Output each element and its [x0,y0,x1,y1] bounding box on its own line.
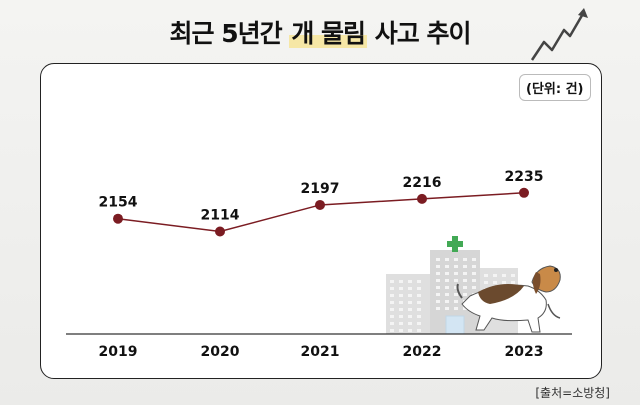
x-tick-label-2019: 2019 [99,344,138,360]
data-point-2022 [417,193,427,204]
data-label-2021: 2197 [301,181,340,197]
x-tick-label-2021: 2021 [301,344,340,360]
source-label: [출처=소방청] [535,386,610,400]
x-tick-label-2020: 2020 [201,344,240,360]
title-main: 최근 5년간 [169,19,283,48]
trend-arrow-icon [530,8,588,61]
x-tick-label-2022: 2022 [403,344,442,360]
title-highlight: 개 물림 [289,19,368,48]
unit-label: (단위: 건) [519,74,591,101]
data-point-2023 [519,187,529,198]
data-label-2023: 2235 [505,169,544,185]
data-label-2019: 2154 [99,195,138,211]
chart-title: 최근 5년간 개 물림 사고 추이 [0,14,640,50]
data-point-2019 [113,213,123,224]
beagle-dog-icon [456,265,561,333]
data-point-2021 [315,199,325,210]
title-tail: 사고 추이 [374,19,472,48]
data-point-2020 [215,226,225,237]
x-tick-label-2023: 2023 [505,344,544,360]
series-line [117,192,525,233]
data-label-2020: 2114 [201,208,240,224]
data-label-2022: 2216 [403,175,442,191]
hospital-building-icon [386,236,518,335]
